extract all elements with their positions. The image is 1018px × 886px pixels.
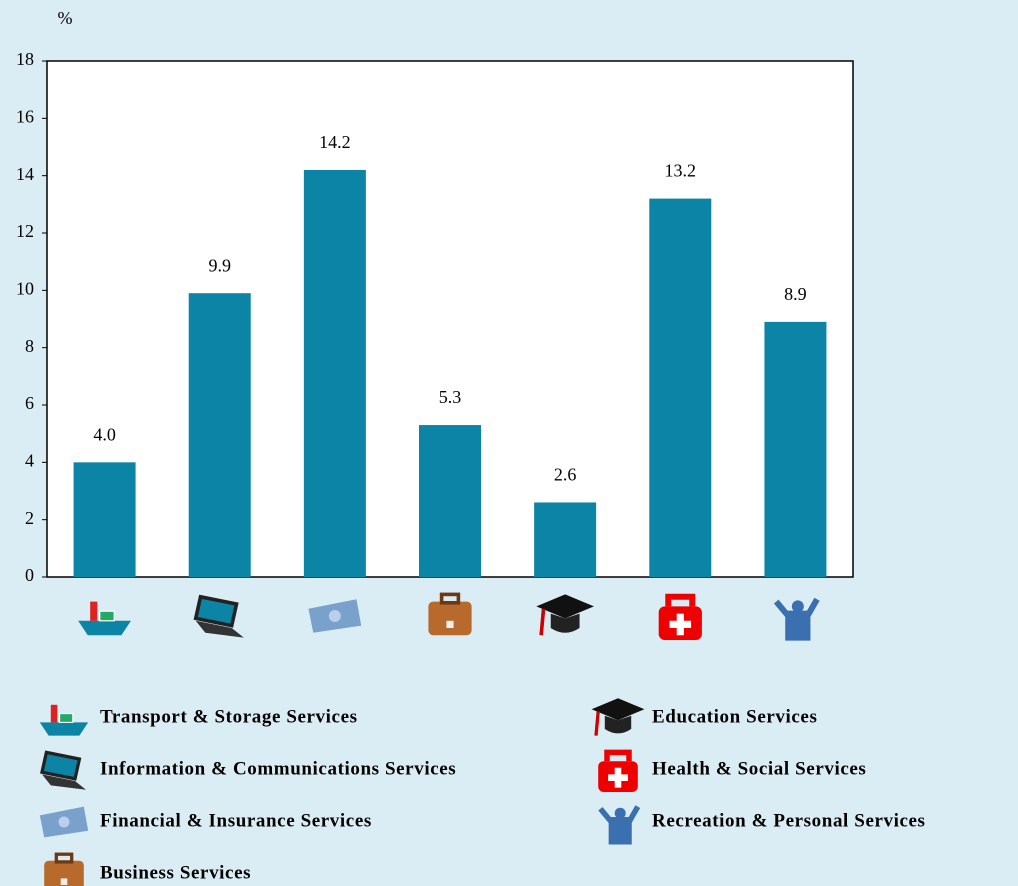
- category-icon: [428, 592, 472, 636]
- icon-part: [604, 749, 632, 762]
- y-tick-label: 4: [25, 450, 34, 470]
- value-label: 5.3: [439, 387, 462, 407]
- icon-part: [90, 601, 98, 621]
- value-label: 2.6: [554, 465, 577, 485]
- bar: [419, 425, 481, 577]
- y-tick-label: 14: [16, 164, 34, 184]
- icon-part: [54, 852, 74, 864]
- bar: [534, 502, 597, 577]
- icon-part: [44, 860, 84, 886]
- y-tick-label: 6: [25, 393, 34, 413]
- category-icon: [44, 852, 84, 886]
- category-icon: [598, 749, 638, 792]
- icon-part: [604, 715, 632, 734]
- icon-part: [59, 713, 74, 723]
- category-icon: [40, 750, 86, 790]
- icon-part: [50, 704, 58, 723]
- icon-part: [439, 592, 461, 605]
- icon-part: [428, 601, 472, 636]
- icon-part: [536, 594, 594, 619]
- value-label: 4.0: [93, 424, 116, 444]
- icon-part: [773, 597, 820, 641]
- category-icon: [536, 594, 594, 636]
- icon-part: [550, 613, 580, 633]
- bar: [303, 169, 366, 577]
- value-label: 8.9: [784, 284, 807, 304]
- icon-part: [58, 816, 70, 828]
- legend-label: Financial & Insurance Services: [100, 810, 372, 831]
- y-tick-label: 16: [16, 106, 34, 126]
- y-tick-label: 12: [16, 221, 34, 241]
- category-icon: [591, 698, 645, 736]
- bar: [188, 293, 251, 577]
- category-icon: [308, 599, 362, 633]
- icon-part: [594, 711, 600, 736]
- category-icon: [78, 601, 131, 636]
- icon-part: [193, 594, 239, 628]
- value-label: 13.2: [665, 161, 697, 181]
- bar: [764, 321, 827, 577]
- icon-part: [665, 593, 696, 607]
- y-axis-label: %: [58, 8, 73, 28]
- icon-part: [40, 750, 82, 781]
- icon-part: [539, 608, 546, 636]
- bar: [649, 198, 712, 577]
- legend-label: Information & Communications Services: [100, 758, 456, 779]
- category-icon: [39, 704, 89, 736]
- icon-part: [669, 613, 692, 636]
- value-label: 9.9: [208, 255, 231, 275]
- legend-label: Health & Social Services: [652, 758, 866, 779]
- legend-label: Recreation & Personal Services: [652, 810, 926, 831]
- icon-part: [791, 600, 804, 613]
- category-icon: [39, 806, 89, 838]
- icon-part: [446, 620, 454, 628]
- icon-part: [42, 774, 86, 790]
- icon-part: [328, 610, 341, 622]
- y-tick-label: 0: [25, 565, 34, 585]
- category-icon: [658, 593, 702, 640]
- icon-part: [60, 878, 68, 885]
- y-tick-label: 8: [25, 336, 34, 356]
- legend-label: Business Services: [100, 862, 251, 883]
- icon-part: [598, 805, 641, 845]
- y-tick-label: 2: [25, 508, 34, 528]
- icon-part: [195, 620, 244, 638]
- category-icon: [773, 597, 820, 641]
- icon-part: [608, 767, 628, 788]
- y-tick-label: 10: [16, 278, 34, 298]
- bar: [73, 462, 136, 577]
- icon-part: [99, 610, 115, 622]
- icon-part: [591, 698, 645, 721]
- legend-label: Transport & Storage Services: [100, 706, 358, 727]
- y-tick-label: 18: [16, 49, 34, 69]
- category-icon: [598, 805, 641, 845]
- icon-part: [614, 807, 626, 819]
- icon-part: [78, 620, 131, 636]
- icon-part: [39, 722, 89, 736]
- value-label: 14.2: [319, 132, 351, 152]
- legend-label: Education Services: [652, 706, 817, 727]
- category-icon: [193, 594, 244, 638]
